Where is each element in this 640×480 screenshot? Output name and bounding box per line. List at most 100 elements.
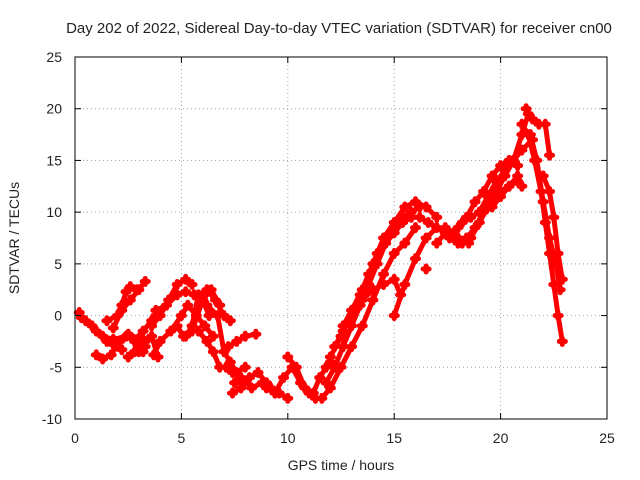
data-point-marker bbox=[414, 211, 426, 223]
data-point-marker bbox=[154, 335, 166, 347]
data-point-marker bbox=[356, 294, 368, 306]
y-tick-label: 15 bbox=[46, 152, 62, 168]
data-point-marker bbox=[544, 185, 556, 197]
data-point-marker bbox=[180, 273, 192, 285]
data-point-marker bbox=[171, 289, 183, 301]
data-point-marker bbox=[461, 211, 473, 223]
series-trace bbox=[319, 225, 418, 401]
data-point-marker bbox=[486, 201, 498, 213]
data-point-marker bbox=[503, 180, 515, 192]
data-point-marker bbox=[201, 284, 213, 296]
data-point-marker bbox=[420, 201, 432, 213]
data-point-marker bbox=[388, 310, 400, 322]
data-point-marker bbox=[556, 273, 568, 285]
data-point-marker bbox=[282, 351, 294, 363]
series-track-14 bbox=[201, 299, 251, 378]
data-point-marker bbox=[356, 320, 368, 332]
data-point-marker bbox=[192, 325, 204, 337]
series-track-7 bbox=[133, 330, 164, 363]
data-point-marker bbox=[199, 320, 211, 332]
data-point-marker bbox=[422, 216, 434, 228]
data-point-marker bbox=[220, 361, 232, 373]
data-point-marker bbox=[548, 211, 560, 223]
data-point-marker bbox=[478, 185, 490, 197]
data-point-marker bbox=[222, 341, 234, 353]
data-point-marker bbox=[399, 237, 411, 249]
data-point-marker bbox=[229, 377, 241, 389]
data-point-marker bbox=[482, 191, 494, 203]
x-tick-label: 5 bbox=[178, 430, 186, 446]
data-point-marker bbox=[231, 366, 243, 378]
data-point-marker bbox=[307, 387, 319, 399]
chart-title: Day 202 of 2022, Sidereal Day-to-day VTE… bbox=[66, 20, 612, 37]
data-point-marker bbox=[495, 191, 507, 203]
data-point-marker bbox=[165, 325, 177, 337]
data-point-marker bbox=[224, 356, 236, 368]
series-track-17 bbox=[222, 328, 262, 353]
data-point-marker bbox=[114, 335, 126, 347]
data-point-marker bbox=[154, 310, 166, 322]
y-tick-label: 10 bbox=[46, 204, 62, 220]
data-point-marker bbox=[182, 299, 194, 311]
data-point-marker bbox=[409, 196, 421, 208]
data-point-marker bbox=[133, 284, 145, 296]
y-tick-label: -10 bbox=[42, 411, 62, 427]
data-point-marker bbox=[120, 286, 132, 298]
data-point-marker bbox=[452, 222, 464, 234]
data-point-marker bbox=[231, 335, 243, 347]
data-point-marker bbox=[367, 294, 379, 306]
series-track-2 bbox=[75, 312, 149, 358]
data-point-marker bbox=[478, 206, 490, 218]
data-point-marker bbox=[171, 279, 183, 291]
series-track-34 bbox=[524, 129, 566, 296]
data-point-marker bbox=[409, 253, 421, 265]
data-point-marker bbox=[346, 304, 358, 316]
data-point-marker bbox=[346, 320, 358, 332]
data-point-marker bbox=[299, 382, 311, 394]
data-point-marker bbox=[371, 248, 383, 260]
x-tick-label: 20 bbox=[493, 430, 509, 446]
series-track-12 bbox=[180, 284, 236, 342]
data-point-marker bbox=[86, 320, 98, 332]
x-tick-label: 15 bbox=[386, 430, 402, 446]
data-point-marker bbox=[537, 170, 549, 182]
data-point-marker bbox=[378, 279, 390, 291]
data-point-marker bbox=[431, 222, 443, 234]
data-point-marker bbox=[531, 154, 543, 166]
data-point-marker bbox=[399, 201, 411, 213]
data-point-marker bbox=[133, 346, 145, 358]
y-tick-label: 0 bbox=[54, 308, 62, 324]
y-tick-label: 5 bbox=[54, 256, 62, 272]
data-point-marker bbox=[329, 361, 341, 373]
data-point-marker bbox=[439, 222, 451, 234]
data-point-marker bbox=[116, 344, 128, 356]
data-point-marker bbox=[337, 320, 349, 332]
data-point-marker bbox=[548, 279, 560, 291]
data-point-marker bbox=[207, 346, 219, 358]
x-tick-label: 25 bbox=[599, 430, 615, 446]
data-point-marker bbox=[324, 382, 336, 394]
data-point-marker bbox=[239, 330, 251, 342]
data-point-marker bbox=[444, 232, 456, 244]
data-point-marker bbox=[139, 275, 151, 287]
data-point-marker bbox=[107, 322, 119, 334]
data-point-marker bbox=[469, 196, 481, 208]
data-point-marker bbox=[388, 216, 400, 228]
data-point-marker bbox=[224, 315, 236, 327]
data-point-marker bbox=[212, 310, 224, 322]
data-point-marker bbox=[516, 180, 528, 192]
data-point-marker bbox=[150, 304, 162, 316]
data-point-marker bbox=[203, 310, 215, 322]
data-point-marker bbox=[146, 320, 158, 332]
data-point-marker bbox=[186, 279, 198, 291]
series-track-35 bbox=[537, 170, 568, 285]
data-point-marker bbox=[218, 346, 230, 358]
data-point-marker bbox=[461, 232, 473, 244]
data-point-marker bbox=[269, 387, 281, 399]
series-track-29 bbox=[444, 154, 524, 244]
data-point-marker bbox=[90, 349, 102, 361]
data-point-marker bbox=[503, 154, 515, 166]
data-point-marker bbox=[524, 129, 536, 141]
